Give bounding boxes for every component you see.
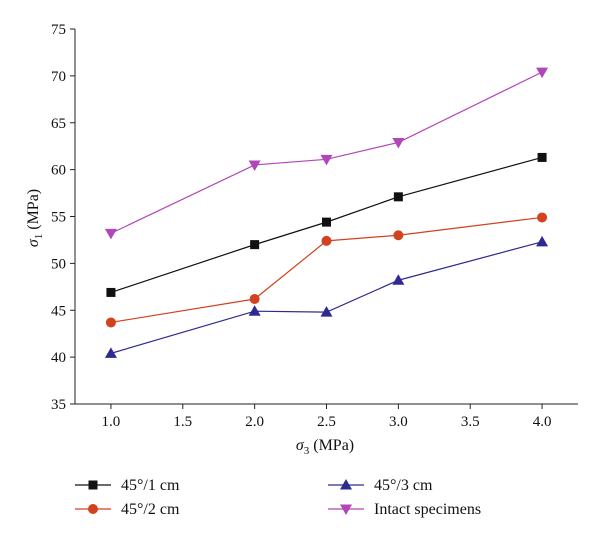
legend-label: Intact specimens (374, 501, 481, 518)
legend-marker (88, 480, 98, 490)
data-point (248, 305, 261, 316)
data-point (320, 154, 333, 166)
y-tick-label: 45 (51, 303, 66, 319)
plot-area (104, 67, 549, 358)
data-point (104, 347, 117, 358)
data-point (104, 228, 117, 240)
data-point (392, 137, 405, 149)
series-line (110, 71, 543, 234)
y-tick-label: 40 (51, 350, 66, 366)
legend-item: 45°/1 cm (75, 477, 180, 494)
x-tick-label: 2.0 (245, 414, 264, 430)
x-tick-label: 2.5 (317, 414, 336, 430)
data-point (322, 217, 331, 227)
data-point (536, 67, 549, 79)
legend-label: 45°/2 cm (121, 501, 180, 518)
series-line (110, 241, 543, 354)
legend-item: Intact specimens (328, 501, 481, 518)
data-point (105, 317, 116, 328)
series-1 (106, 152, 547, 297)
data-point (537, 152, 547, 162)
x-tick-label: 3.0 (389, 414, 408, 430)
x-axis-label: σ3 (MPa) (296, 437, 354, 457)
legend-item: 45°/3 cm (328, 477, 433, 494)
y-tick-label: 70 (51, 69, 66, 85)
legend-marker (340, 479, 352, 490)
y-tick-label: 50 (51, 256, 66, 272)
y-axis-label: σ1 (MPa) (25, 189, 45, 247)
legend-item: 45°/2 cm (75, 501, 180, 518)
x-tick-label: 1.5 (173, 414, 192, 430)
x-tick-label: 1.0 (102, 414, 121, 430)
data-point (248, 160, 261, 171)
legend-marker (88, 504, 98, 514)
data-point (320, 306, 333, 317)
legend-label: 45°/1 cm (121, 477, 180, 494)
data-point (106, 287, 116, 297)
legend-marker (340, 504, 352, 515)
y-axis-ticks: 35 40 45 50 55 60 65 70 75 (51, 22, 75, 413)
x-axis-ticks: 1.0 1.5 2.0 2.5 3.0 3.5 4.0 (102, 404, 552, 430)
data-point (536, 235, 549, 247)
data-point (537, 212, 548, 223)
axes (74, 29, 578, 405)
data-point (250, 240, 260, 250)
data-point (393, 230, 404, 241)
data-point (392, 274, 405, 285)
legend-label: 45°/3 cm (374, 477, 433, 494)
series-2 (105, 212, 548, 328)
data-point (321, 235, 332, 246)
y-tick-label: 75 (51, 22, 66, 38)
y-tick-label: 65 (51, 116, 66, 132)
y-tick-label: 55 (51, 210, 66, 226)
series-4 (104, 67, 549, 240)
legend: 45°/1 cm 45°/2 cm 45°/3 cm Intact specimens (75, 477, 481, 518)
series-3 (104, 235, 549, 358)
x-tick-label: 3.5 (461, 414, 480, 430)
data-point (393, 192, 403, 202)
data-point (249, 294, 260, 304)
y-tick-label: 60 (51, 163, 66, 179)
y-tick-label: 35 (51, 397, 66, 413)
x-tick-label: 4.0 (533, 414, 552, 430)
